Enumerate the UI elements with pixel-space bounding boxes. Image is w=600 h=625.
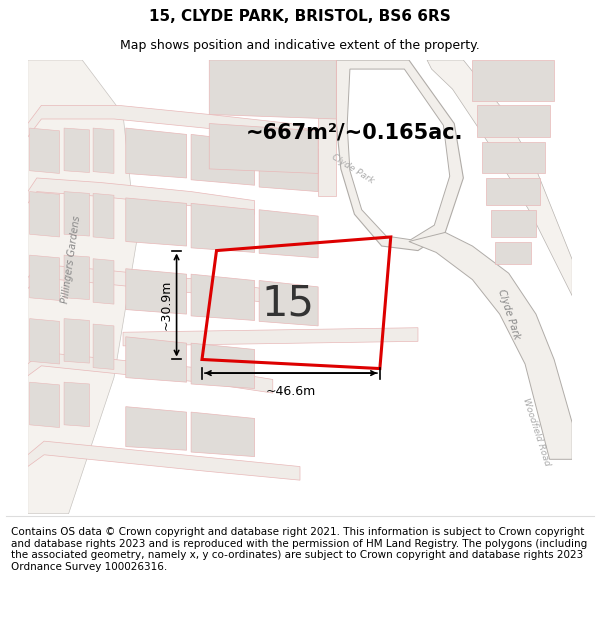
Text: ~46.6m: ~46.6m — [266, 385, 316, 398]
Text: ~667m²/~0.165ac.: ~667m²/~0.165ac. — [245, 122, 463, 142]
Polygon shape — [29, 319, 59, 364]
Polygon shape — [126, 128, 187, 178]
Polygon shape — [427, 60, 572, 296]
Polygon shape — [28, 60, 572, 514]
Polygon shape — [209, 60, 337, 119]
Polygon shape — [64, 128, 89, 173]
Polygon shape — [29, 382, 59, 428]
Polygon shape — [486, 178, 541, 205]
Polygon shape — [28, 178, 254, 214]
Polygon shape — [126, 407, 187, 450]
Text: Map shows position and indicative extent of the property.: Map shows position and indicative extent… — [120, 39, 480, 51]
Polygon shape — [209, 124, 318, 173]
Polygon shape — [191, 343, 254, 389]
Text: Clyde Park: Clyde Park — [330, 152, 376, 186]
Polygon shape — [191, 412, 254, 457]
Text: Clyde Park: Clyde Park — [496, 288, 521, 341]
Polygon shape — [259, 210, 318, 258]
Polygon shape — [28, 441, 300, 480]
Polygon shape — [477, 106, 550, 137]
Polygon shape — [126, 337, 187, 382]
Polygon shape — [64, 255, 89, 299]
Polygon shape — [64, 192, 89, 236]
Text: 15, CLYDE PARK, BRISTOL, BS6 6RS: 15, CLYDE PARK, BRISTOL, BS6 6RS — [149, 9, 451, 24]
Polygon shape — [93, 324, 114, 369]
Polygon shape — [482, 142, 545, 173]
Polygon shape — [123, 328, 418, 346]
Polygon shape — [318, 60, 337, 196]
Polygon shape — [126, 198, 187, 246]
Polygon shape — [491, 210, 536, 237]
Polygon shape — [259, 142, 318, 192]
Polygon shape — [64, 319, 89, 363]
Text: Woodfield Road: Woodfield Road — [521, 397, 551, 467]
Polygon shape — [64, 382, 89, 427]
Polygon shape — [191, 274, 254, 321]
Text: 15: 15 — [262, 283, 315, 325]
Polygon shape — [191, 203, 254, 252]
Polygon shape — [472, 60, 554, 101]
Polygon shape — [93, 128, 114, 173]
Polygon shape — [29, 255, 59, 301]
Polygon shape — [28, 106, 318, 146]
Polygon shape — [29, 128, 59, 173]
Polygon shape — [495, 241, 532, 264]
Text: Contains OS data © Crown copyright and database right 2021. This information is : Contains OS data © Crown copyright and d… — [11, 527, 587, 572]
Polygon shape — [191, 134, 254, 185]
Polygon shape — [93, 193, 114, 239]
Polygon shape — [259, 281, 318, 326]
Polygon shape — [409, 232, 572, 459]
Polygon shape — [28, 352, 273, 393]
Polygon shape — [28, 60, 137, 514]
Polygon shape — [347, 69, 450, 239]
Polygon shape — [29, 192, 59, 237]
Text: Pillingers Gardens: Pillingers Gardens — [60, 215, 82, 304]
Polygon shape — [126, 269, 187, 314]
Text: ~30.9m: ~30.9m — [159, 280, 172, 330]
Polygon shape — [337, 60, 463, 251]
Polygon shape — [93, 259, 114, 304]
Polygon shape — [28, 264, 264, 302]
